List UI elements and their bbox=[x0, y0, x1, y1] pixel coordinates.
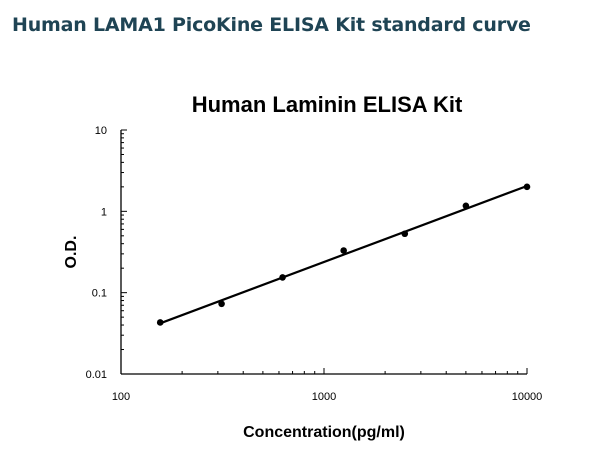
y-tick-label: 10 bbox=[95, 125, 107, 137]
tick-labels: 0.01 0.1 1 10 100 1000 10000 bbox=[86, 125, 543, 403]
y-tick-label: 0.1 bbox=[92, 288, 107, 300]
y-tick-label: 1 bbox=[101, 206, 107, 218]
data-point bbox=[218, 300, 225, 308]
data-point bbox=[523, 183, 531, 191]
tick-marks bbox=[120, 129, 528, 375]
fit-line bbox=[159, 184, 528, 325]
data-point bbox=[156, 319, 164, 326]
data-point bbox=[462, 202, 470, 210]
data-point bbox=[279, 274, 286, 281]
page-title: Human LAMA1 PicoKine ELISA Kit standard … bbox=[12, 14, 531, 36]
y-axis-label: O.D. bbox=[63, 236, 80, 269]
chart-title: Human Laminin ELISA Kit bbox=[192, 92, 463, 117]
x-tick-label: 1000 bbox=[312, 391, 336, 403]
fit-lines bbox=[159, 184, 528, 325]
data-point bbox=[401, 230, 409, 238]
axes bbox=[120, 130, 527, 375]
x-tick-label: 10000 bbox=[512, 391, 543, 403]
x-tick-label: 100 bbox=[112, 391, 130, 403]
data-points bbox=[156, 183, 531, 326]
y-tick-label: 0.01 bbox=[86, 369, 107, 381]
x-axis-label: Concentration(pg/ml) bbox=[243, 424, 405, 441]
data-point bbox=[340, 247, 347, 254]
